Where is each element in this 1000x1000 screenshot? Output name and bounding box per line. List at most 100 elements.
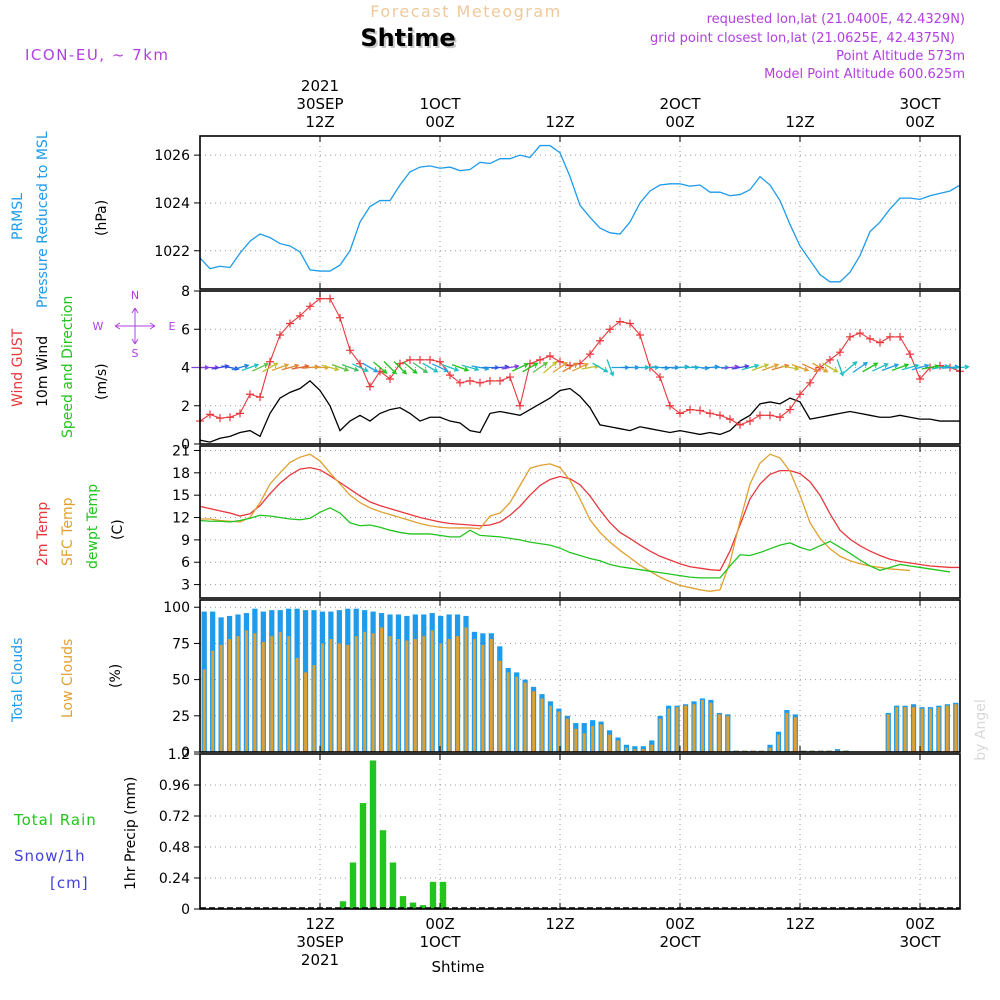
low-cloud-bar: [548, 705, 552, 752]
gust-marker: [226, 413, 234, 422]
y-tick-label: 1026: [154, 148, 190, 164]
low-cloud-bar: [498, 660, 502, 752]
gust-marker: [236, 409, 244, 418]
low-cloud-bar: [439, 643, 443, 752]
wind-direction-arrow: [352, 363, 369, 372]
low-cloud-bar: [785, 712, 789, 752]
wind-direction-arrow: [321, 364, 340, 372]
low-cloud-bar: [472, 639, 476, 752]
time-label: 2021: [301, 951, 339, 969]
snow-label: Snow/1h: [14, 847, 86, 865]
panel-frame: [199, 445, 961, 599]
time-label: 3OCT: [900, 933, 942, 951]
time-label: 00Z: [905, 915, 934, 933]
gust-marker: [266, 357, 274, 366]
low-cloud-bar: [599, 724, 603, 752]
low-cloud-bar: [481, 644, 485, 752]
low-cloud-bar: [895, 707, 899, 752]
time-label: 3OCT: [900, 95, 942, 113]
wind-direction-arrow: [802, 363, 819, 372]
time-label: 12Z: [545, 915, 574, 933]
low-cloud-bar: [532, 691, 536, 752]
low-cloud-bar: [405, 640, 409, 752]
time-label: 2OCT: [660, 95, 702, 113]
low-cloud-bar: [278, 631, 282, 752]
y-tick-label: 0.24: [159, 871, 190, 887]
temp-unit: (C): [110, 519, 126, 540]
y-tick-label: 12: [172, 511, 190, 527]
rain-bar: [369, 760, 377, 909]
time-label: 1OCT: [420, 95, 462, 113]
time-label: 1OCT: [420, 933, 462, 951]
wind-direction-arrow: [592, 362, 609, 373]
wind-direction-arrow: [441, 363, 460, 372]
model-label: ICON-EU, ~ 7km: [25, 46, 170, 64]
low-cloud-bar: [591, 725, 595, 752]
low-cloud-bar: [202, 669, 206, 752]
wind-direction-arrow: [432, 363, 449, 372]
footer-location: Shtime: [432, 958, 485, 976]
gust-marker: [776, 413, 784, 422]
low-cloud-bar: [692, 704, 696, 752]
low-cloud-bar: [447, 639, 451, 752]
wind-direction-arrow: [451, 363, 470, 372]
low-cloud-bar: [422, 636, 426, 752]
y-tick-label: 0.96: [159, 778, 190, 794]
gust-marker: [686, 405, 694, 414]
low-cloud-bar: [228, 639, 232, 752]
gust-marker: [246, 390, 254, 399]
gust-marker: [836, 348, 844, 357]
low-cloud-bar: [768, 747, 772, 752]
y-tick-label: 0: [181, 902, 190, 918]
panel-frame: [199, 135, 961, 290]
wind-direction-arrow: [373, 361, 388, 374]
low-cloud-bar: [574, 728, 578, 752]
gust-marker: [726, 415, 734, 424]
low-cloud-bar: [928, 708, 932, 752]
low-cloud-bar: [557, 711, 561, 752]
low-cloud-bar: [244, 630, 248, 752]
gust-marker: [666, 401, 674, 410]
y-tick-label: 6: [181, 555, 190, 571]
gust-marker: [476, 378, 484, 387]
low-cloud-bar: [523, 682, 527, 752]
gust-marker: [426, 355, 434, 364]
y-tick-label: 3: [181, 578, 190, 594]
y-tick-label: 0: [181, 437, 190, 453]
sfc-temp-line: [200, 453, 911, 592]
gust-marker: [766, 411, 774, 420]
low-cloud-bar: [270, 636, 274, 752]
gust-marker: [216, 414, 224, 423]
rain-bar: [399, 896, 407, 909]
wind-direction-arrow: [501, 364, 520, 370]
wind-direction-arrow: [543, 361, 558, 374]
gust-marker: [326, 294, 334, 303]
gust-marker: [556, 357, 564, 366]
gust-marker: [786, 405, 794, 414]
snow-unit: [cm]: [50, 874, 89, 892]
low-cloud-bar: [582, 733, 586, 752]
wind-direction-arrow: [872, 363, 889, 372]
low-cloud-bar: [726, 715, 730, 752]
gust-marker: [436, 357, 444, 366]
y-tick-label: 1022: [154, 244, 190, 260]
gust-marker: [466, 376, 474, 385]
gust-marker: [916, 374, 924, 383]
wind-direction-arrow: [751, 363, 770, 372]
y-tick-label: 0.72: [159, 809, 190, 825]
gust-marker: [736, 420, 744, 429]
wind-direction-arrow: [271, 363, 290, 372]
gust-marker: [586, 350, 594, 359]
time-label: 12Z: [785, 915, 814, 933]
gust-marker: [706, 409, 714, 418]
rain-bar: [429, 881, 437, 909]
time-label: 12Z: [545, 113, 574, 131]
wind-direction-arrow: [761, 363, 780, 372]
panel-frame: [199, 290, 961, 445]
low-cloud-bar: [287, 636, 291, 752]
low-cloud-bar: [295, 657, 299, 752]
low-cloud-bar: [456, 636, 460, 752]
gust-marker: [876, 338, 884, 347]
gust-marker: [516, 401, 524, 410]
